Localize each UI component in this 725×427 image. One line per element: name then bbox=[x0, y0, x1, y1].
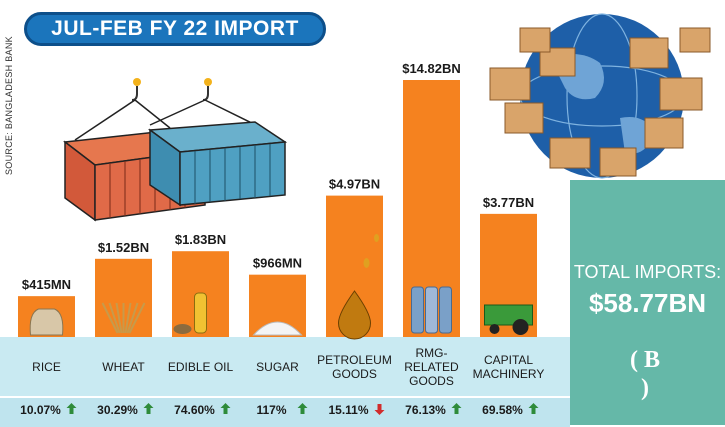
up-arrow-icon bbox=[143, 403, 154, 414]
total-imports-value: $58.77BN bbox=[588, 288, 707, 318]
growth-row bbox=[0, 396, 570, 427]
category-label-3: SUGAR bbox=[256, 360, 299, 374]
harvester-icon bbox=[484, 304, 533, 335]
up-arrow-icon bbox=[220, 403, 231, 414]
down-arrow-icon bbox=[374, 404, 385, 415]
cargo-containers-illustration bbox=[63, 78, 288, 222]
value-label-5: $14.82BN bbox=[402, 61, 461, 76]
category-label-1: WHEAT bbox=[102, 360, 145, 374]
brand-logo-icon: ( B ) bbox=[630, 347, 661, 401]
yarn-spools-icon bbox=[411, 286, 452, 334]
value-label-6: $3.77BN bbox=[483, 195, 534, 210]
value-label-2: $1.83BN bbox=[175, 232, 226, 247]
category-label-6: CAPITAL MACHINERY bbox=[473, 353, 545, 381]
logo-letter: B bbox=[644, 347, 661, 373]
category-label-0: RICE bbox=[32, 360, 61, 374]
category-label-2: EDIBLE OIL bbox=[168, 360, 234, 374]
oil-bottle-icon bbox=[173, 292, 207, 334]
import-bar-chart: $415MN RICE 10.07% $1.52BN WHEAT 30.29% $1.83B… bbox=[18, 61, 545, 417]
rice-sack-icon bbox=[29, 308, 64, 336]
growth-label-5: 76.13% bbox=[405, 403, 446, 417]
category-label-5: RMG-RELATED GOODS bbox=[404, 346, 459, 388]
growth-label-1: 30.29% bbox=[97, 403, 138, 417]
wheat-icon bbox=[101, 302, 146, 334]
up-arrow-icon bbox=[528, 403, 539, 414]
blue-container bbox=[147, 121, 288, 207]
growth-label-4: 15.11% bbox=[328, 403, 368, 417]
value-label-0: $415MN bbox=[22, 277, 71, 292]
growth-label-0: 10.07% bbox=[20, 403, 61, 417]
oil-drop-icon bbox=[337, 234, 379, 340]
up-arrow-icon bbox=[451, 403, 462, 414]
total-imports-label: TOTAL IMPORTS: bbox=[573, 262, 722, 282]
growth-label-3: 117% bbox=[256, 403, 286, 417]
up-arrow-icon bbox=[66, 403, 77, 414]
growth-label-6: 69.58% bbox=[482, 403, 523, 417]
up-arrow-icon bbox=[297, 403, 308, 414]
value-label-3: $966MN bbox=[253, 256, 302, 271]
globe-boxes-illustration bbox=[489, 13, 711, 179]
category-label-4: PETROLEUM GOODS bbox=[317, 353, 392, 381]
page-title: JUL-FEB FY 22 IMPORT bbox=[24, 12, 326, 46]
growth-label-2: 74.60% bbox=[174, 403, 215, 417]
cardboard-box-icons bbox=[489, 27, 711, 177]
sugar-pile-icon bbox=[252, 321, 303, 336]
value-label-1: $1.52BN bbox=[98, 240, 149, 255]
value-label-4: $4.97BN bbox=[329, 177, 380, 192]
